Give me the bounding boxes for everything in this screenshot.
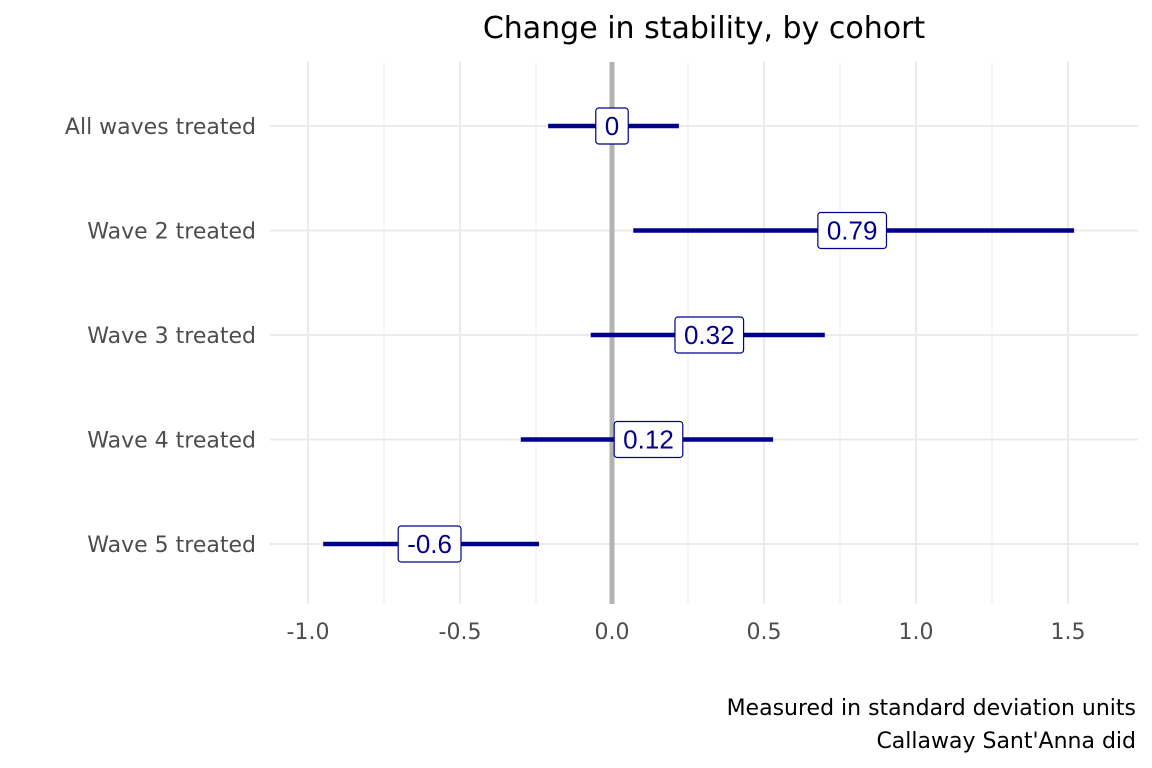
estimate-label-text: 0.32 [684, 320, 735, 350]
estimate-label: 0.12 [613, 420, 684, 459]
estimate-label-text: 0 [605, 111, 619, 141]
estimate-label-box [397, 525, 462, 563]
estimate-label-text: 0.12 [623, 425, 674, 455]
estimate-label-text: 0.79 [827, 216, 878, 246]
x-tick-layer: -1.0 -0.5 0.0 0.5 1.0 1.5 [287, 620, 1086, 645]
estimate-label: 0 [595, 107, 629, 145]
estimate-label-box [613, 420, 684, 459]
caption-line-2: Callaway Sant'Anna did [876, 729, 1136, 754]
estimate-label: -0.6 [397, 525, 462, 563]
estimate-label: 0.32 [674, 316, 745, 354]
y-tick-label: Wave 2 treated [87, 220, 256, 245]
data-label-layer: 0 0.79 0.32 0.12 -0.6 [397, 107, 888, 563]
y-tick-label: Wave 5 treated [87, 533, 256, 558]
estimate-label-box [674, 316, 745, 354]
estimate-label-box [817, 211, 888, 250]
x-tick-label: 0.0 [595, 620, 630, 645]
chart-title: Change in stability, by cohort [483, 11, 926, 46]
x-tick-label: -1.0 [287, 620, 330, 645]
y-tick-layer: All waves treated Wave 2 treated Wave 3 tr… [65, 115, 256, 558]
y-tick-label: Wave 4 treated [87, 429, 256, 454]
estimate-label-text: -0.6 [407, 529, 452, 559]
caption-line-1: Measured in standard deviation units [727, 696, 1136, 721]
x-tick-label: 0.5 [747, 620, 782, 645]
estimate-label: 0.79 [817, 211, 888, 250]
x-tick-label: -0.5 [439, 620, 482, 645]
x-tick-label: 1.0 [899, 620, 934, 645]
y-tick-label: Wave 3 treated [87, 324, 256, 349]
x-tick-label: 1.5 [1051, 620, 1086, 645]
estimate-label-box [595, 107, 629, 145]
y-tick-label: All waves treated [65, 115, 256, 140]
